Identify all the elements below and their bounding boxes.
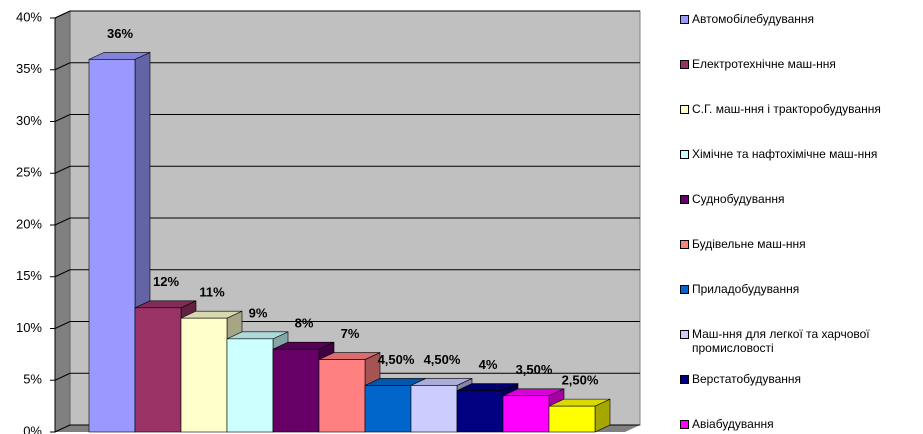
y-tick-label: 25% [16,165,42,180]
grid-line [54,62,640,71]
grid-line [54,217,640,226]
grid-line [54,321,640,329]
legend-label: Хімічне та нафтохімічне маш-ння [692,147,878,161]
legend-swatch [680,150,689,159]
legend-item: Верстатобудування [680,372,920,386]
legend-item: Маш-ння для легкої та харчової промислов… [680,327,920,355]
y-tick-label: 15% [16,268,42,283]
y-tick-label: 0% [23,423,42,434]
y-tick-label: 20% [16,216,42,231]
legend-item: Електротехнічне маш-ння [680,57,920,71]
bar [456,390,504,433]
legend-label: Приладобудування [692,282,800,296]
legend-label: С.Г. маш-ння і тракторобудування [692,102,881,116]
legend-label: Автомобілебудування [692,12,815,26]
legend-swatch [680,105,689,114]
y-tick-label: 35% [16,61,42,76]
value-label: 8% [295,316,314,331]
legend-label: Маш-ння для легкої та харчової промислов… [692,327,870,355]
value-label: 36% [107,26,133,41]
legend-swatch [680,60,689,69]
legend-label: Електротехнічне маш-ння [692,57,836,71]
legend-item: Автомобілебудування [680,12,920,26]
legend-item: С.Г. маш-ння і тракторобудування [680,102,920,116]
bar [134,307,182,433]
bar [548,405,596,433]
bar [410,385,458,433]
value-label: 4,50% [378,352,415,367]
grid-line [54,165,640,174]
y-tick-label: 10% [16,320,42,335]
value-label: 3,50% [516,362,553,377]
legend-label: Верстатобудування [692,372,802,386]
bar [272,348,320,433]
legend-item: Хімічне та нафтохімічне маш-ння [680,147,920,161]
bar [318,359,366,433]
bar [226,338,274,433]
grid-line [54,269,640,278]
value-label: 11% [199,285,225,300]
y-tick-label: 5% [23,372,42,387]
bar [180,317,228,433]
legend-swatch [680,420,689,429]
value-label: 7% [341,326,360,341]
legend-swatch [680,15,689,24]
legend-label: Авіабудування [692,417,774,431]
legend-swatch [680,285,689,294]
bar [88,59,136,433]
y-tick-label: 30% [16,113,42,128]
legend-label: Будівельне маш-ння [692,237,806,251]
value-label: 2,50% [562,373,599,388]
legend-item: Приладобудування [680,282,920,296]
grid-line [54,114,640,122]
legend-swatch [680,240,689,249]
legend-item: Будівельне маш-ння [680,237,920,251]
legend-swatch [680,330,689,339]
legend-swatch [680,195,689,204]
grid-line [54,10,640,19]
bar [502,395,550,433]
grid-line [54,372,640,381]
legend-label: Суднобудування [692,192,785,206]
legend-item: Суднобудування [680,192,920,206]
value-label: 12% [153,274,179,289]
legend-swatch [680,375,689,384]
value-label: 4,50% [424,352,461,367]
value-label: 4% [479,357,498,372]
legend-item: Авіабудування [680,417,920,431]
y-tick-label: 40% [16,9,42,24]
bar [364,385,412,433]
value-label: 9% [249,305,268,320]
